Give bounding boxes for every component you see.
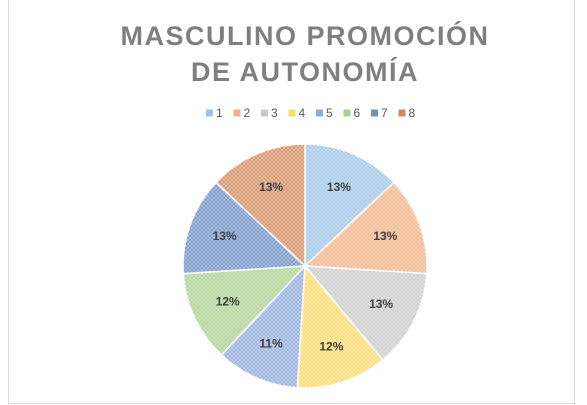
data-label: 13% [327,180,351,194]
data-label: 12% [319,339,343,353]
legend-label: 5 [326,106,333,120]
legend-swatch [371,109,378,117]
legend-label: 1 [216,106,223,120]
pie-slice [182,265,307,356]
legend-label: 8 [409,106,416,120]
pie-slice [182,181,307,275]
legend-label: 6 [354,106,361,120]
pie-slice [304,143,395,268]
chart-title: MASCULINO PROMOCIÓN DE AUTONOMÍA [120,21,490,87]
legend-label: 2 [244,106,251,120]
legend-swatch [261,109,268,117]
pie-slice [220,263,306,389]
legend-swatch [343,109,351,117]
legend-swatch [233,109,241,117]
pie-slice [303,265,428,362]
pie-slice [215,143,306,268]
legend-label: 3 [271,106,278,120]
pie-slice [296,264,384,389]
legend-swatch [398,109,406,117]
data-label: 12% [216,295,240,309]
chart-border [8,0,575,404]
legend-swatch [316,109,323,117]
legend-label: 4 [299,106,306,120]
data-label: 13% [373,229,397,243]
data-label: 13% [213,229,237,243]
legend-swatch [206,109,213,117]
data-label: 11% [259,337,283,351]
pie-slice [303,181,428,275]
legend-swatch [288,109,296,117]
data-label: 13% [259,180,283,194]
legend-label: 7 [381,106,388,120]
data-label: 13% [369,297,393,311]
